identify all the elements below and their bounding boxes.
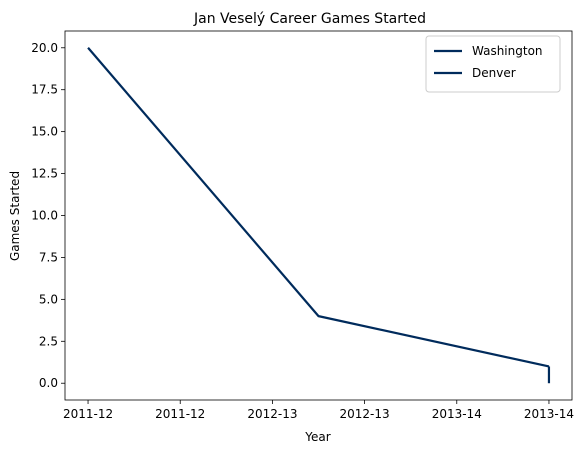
y-tick-label: 10.0 — [31, 209, 58, 223]
chart-title: Jan Veselý Career Games Started — [193, 11, 426, 27]
x-tick-label: 2013-14 — [524, 407, 574, 421]
plot-frame — [64, 30, 573, 401]
y-axis-ticks: 0.0 2.5 5.0 7.5 10.0 12.5 15.0 17.5 20.0 — [31, 41, 65, 390]
y-tick-label: 17.5 — [31, 83, 58, 97]
x-tick-label: 2013-14 — [432, 407, 482, 421]
x-tick-label: 2012-13 — [247, 407, 297, 421]
y-tick-label: 0.0 — [39, 376, 58, 390]
x-tick-label: 2011-12 — [63, 407, 113, 421]
series-line-washington — [87, 47, 550, 368]
y-axis-label: Games Started — [8, 171, 22, 261]
legend: Washington Denver — [425, 35, 561, 93]
legend-label: Washington — [472, 44, 543, 58]
series-layer — [87, 47, 551, 384]
y-tick-label: 2.5 — [39, 334, 58, 348]
y-tick-label: 15.0 — [31, 125, 58, 139]
x-tick-label: 2011-12 — [155, 407, 205, 421]
y-tick-label: 12.5 — [31, 167, 58, 181]
x-tick-label: 2012-13 — [340, 407, 390, 421]
y-tick-label: 20.0 — [31, 41, 58, 55]
y-tick-label: 7.5 — [39, 250, 58, 264]
legend-label: Denver — [472, 66, 516, 80]
x-axis-label: Year — [304, 430, 330, 444]
y-tick-label: 5.0 — [39, 292, 58, 306]
x-axis-ticks: 2011-12 2011-12 2012-13 2012-13 2013-14 2013-… — [63, 400, 574, 421]
